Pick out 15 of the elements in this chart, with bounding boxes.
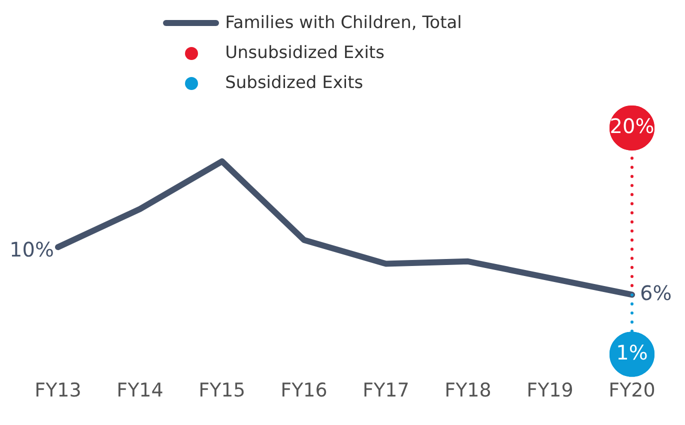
data-label: 1%: [616, 340, 648, 364]
x-tick-label: FY17: [362, 380, 410, 402]
legend-label: Unsubsidized Exits: [225, 43, 384, 63]
x-tick-label: FY14: [116, 380, 164, 402]
x-tick-label: FY18: [444, 380, 492, 402]
x-tick-label: FY13: [34, 380, 82, 402]
x-tick-label: FY19: [526, 380, 574, 402]
data-label: 20%: [610, 114, 654, 138]
legend-label: Subsidized Exits: [225, 73, 364, 93]
legend-label: Families with Children, Total: [225, 13, 462, 33]
x-tick-label: FY16: [280, 380, 328, 402]
x-tick-label: FY20: [608, 380, 656, 402]
data-label: 10%: [10, 237, 54, 262]
data-label: 6%: [640, 280, 672, 305]
x-tick-label: FY15: [198, 380, 246, 402]
